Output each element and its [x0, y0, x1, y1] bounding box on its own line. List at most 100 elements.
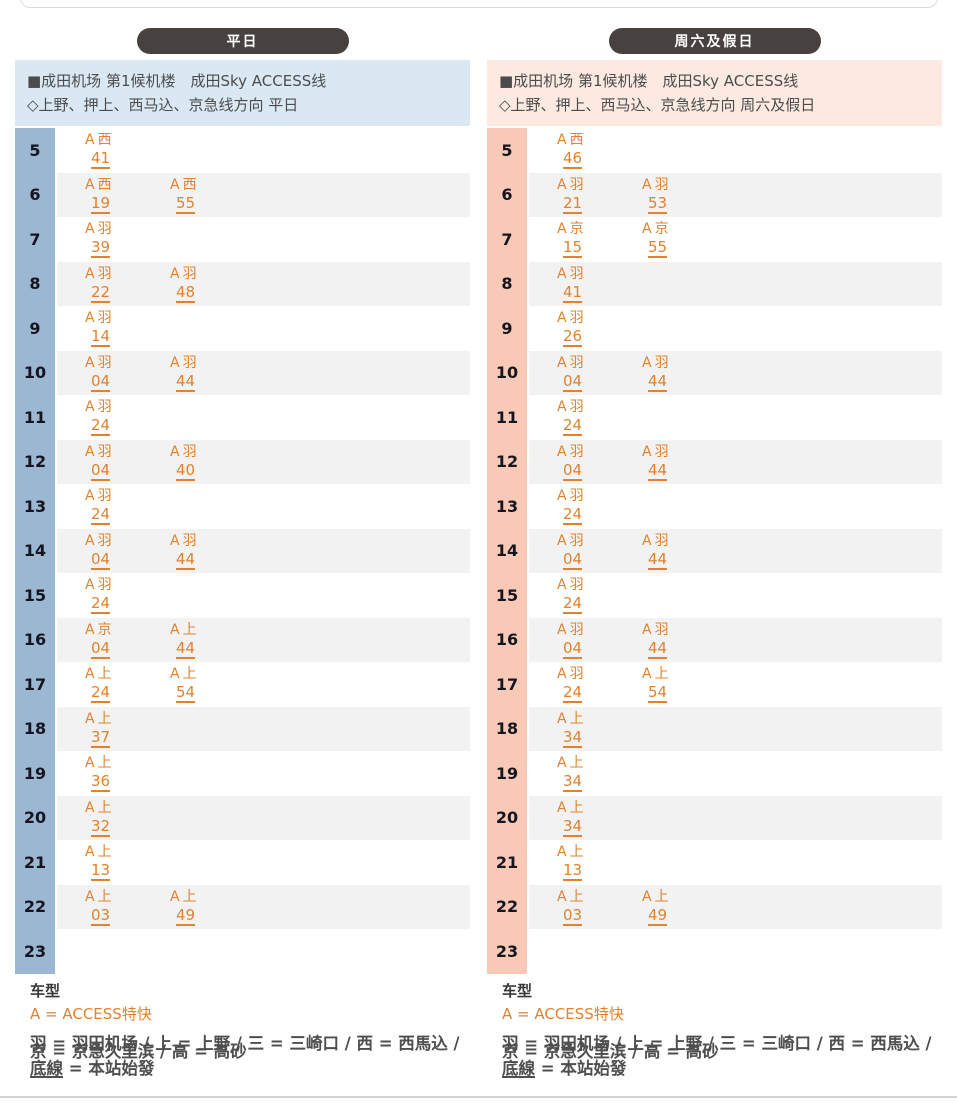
legend-line-2: 京 = 京急久里滨 / 高 = 高砂: [30, 1041, 247, 1061]
train-minute: 24: [91, 594, 111, 614]
row-departures: A 羽 24: [57, 573, 470, 618]
row-departures: A 羽 21 A 羽 53: [529, 172, 942, 217]
train-entry: A 上 54: [642, 666, 727, 707]
pill-row: 周六及假日: [487, 28, 942, 54]
train-type: A: [85, 443, 95, 460]
hour-label: 7: [487, 217, 527, 262]
train-minute: 04: [563, 460, 583, 481]
timetable-row: 9 A 羽 14: [15, 306, 470, 351]
train-destination: 京: [569, 221, 584, 237]
hour-label: 19: [487, 751, 527, 796]
train-destination: 羽: [569, 577, 584, 593]
row-departures: A 上 34: [529, 706, 942, 752]
train-minute: 22: [91, 282, 111, 303]
train-type: A: [642, 621, 652, 638]
timetable-row: 18 A 上 34: [487, 706, 942, 752]
row-departures: A 上 36: [57, 751, 470, 796]
train-destination: 羽: [569, 354, 584, 371]
footer-title: 车型: [30, 981, 61, 1000]
hour-label: 15: [487, 573, 527, 618]
train-minute: 44: [176, 638, 196, 659]
train-entry: A 羽 44: [642, 622, 727, 663]
timetable-row: 6 A 西 19 A 西 55: [15, 172, 470, 218]
train-entry: A 羽 40: [170, 444, 255, 485]
train-destination: 羽: [569, 310, 584, 326]
train-destination: 上: [569, 888, 584, 905]
train-entry: A 西 19: [85, 177, 170, 218]
train-type-legend: A = ACCESS特快: [30, 1004, 152, 1023]
train-type: A: [85, 532, 95, 549]
train-type: A: [170, 532, 180, 549]
train-entry: A 羽 04: [557, 622, 642, 663]
train-minute: 04: [563, 371, 583, 392]
train-type: A: [170, 443, 180, 460]
train-type: A: [85, 265, 95, 282]
hour-label: 5: [15, 128, 55, 173]
pill-row: 平日: [15, 28, 470, 54]
underline-term: 底線: [30, 1058, 63, 1078]
train-entry: A 羽 04: [557, 444, 642, 485]
hour-label: 11: [487, 395, 527, 440]
train-type: A: [642, 666, 652, 682]
train-entry: A 羽 04: [85, 533, 170, 574]
train-type: A: [85, 577, 95, 593]
train-entry: A 羽 41: [557, 266, 642, 307]
train-minute: 48: [176, 282, 196, 303]
timetable-row: 22 A 上 03 A 上 49: [487, 884, 942, 929]
train-destination: 羽: [182, 354, 197, 371]
train-destination: 羽: [569, 488, 584, 504]
train-destination: 上: [97, 844, 112, 860]
underline-legend-line: 底線 = 本站始發: [502, 1059, 942, 1078]
weekday-footer: 车型 A = ACCESS特快 羽 = 羽田机场 / 上 = 上野 / 三 = …: [15, 974, 470, 1078]
hour-label: 18: [487, 706, 527, 751]
train-minute: 24: [563, 416, 583, 436]
row-departures: A 上 32: [57, 795, 470, 840]
train-entry: A 上 34: [557, 711, 642, 752]
train-minute: 44: [648, 638, 668, 659]
train-entry: A 羽 44: [642, 533, 727, 574]
train-destination: 上: [97, 755, 112, 771]
hour-label: 14: [487, 528, 527, 573]
row-departures: A 羽 14: [57, 306, 470, 351]
weekend-header-band: ■成田机场 第1候机楼 成田Sky ACCESS线 ◇上野、押上、西马込、京急线…: [487, 60, 942, 126]
timetable-row: 15 A 羽 24: [15, 573, 470, 618]
timetable-row: 15 A 羽 24: [487, 573, 942, 618]
train-entry: A 上 44: [170, 622, 255, 663]
train-entry: A 上 34: [557, 755, 642, 796]
timetable-row: 20 A 上 34: [487, 795, 942, 840]
timetable-row: 17 A 上 24 A 上 54: [15, 662, 470, 707]
train-destination: 上: [569, 799, 584, 816]
timetable-columns: 平日 ■成田机场 第1候机楼 成田Sky ACCESS线 ◇上野、押上、西马込、…: [15, 28, 942, 1078]
timetable-row: 9 A 羽 26: [487, 306, 942, 351]
train-entry: A 羽 22: [85, 266, 170, 307]
hour-label: 8: [487, 261, 527, 306]
row-departures: A 上 37: [57, 706, 470, 751]
train-destination: 羽: [569, 399, 584, 415]
train-destination: 羽: [569, 443, 584, 460]
timetable-row: 7 A 羽 39: [15, 217, 470, 262]
row-departures: A 羽 04 A 羽 44: [57, 528, 470, 574]
train-entry: A 羽 44: [170, 533, 255, 574]
train-type: A: [557, 844, 567, 860]
timetable-row: 23: [487, 929, 942, 974]
weekend-footer: 车型 A = ACCESS特快 羽 = 羽田机场 / 上 = 上野 / 三 = …: [487, 974, 942, 1078]
row-departures: A 羽 41: [529, 261, 942, 307]
train-type: A: [557, 310, 567, 326]
